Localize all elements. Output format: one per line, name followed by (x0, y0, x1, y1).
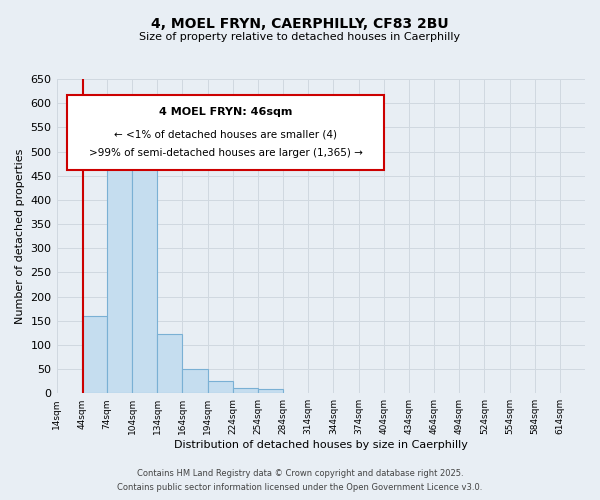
Text: Contains public sector information licensed under the Open Government Licence v3: Contains public sector information licen… (118, 484, 482, 492)
Bar (233, 388, 258, 394)
Text: 4, MOEL FRYN, CAERPHILLY, CF83 2BU: 4, MOEL FRYN, CAERPHILLY, CF83 2BU (151, 18, 449, 32)
Bar (208, 381, 233, 394)
Bar (182, 369, 208, 394)
X-axis label: Distribution of detached houses by size in Caerphilly: Distribution of detached houses by size … (174, 440, 468, 450)
FancyBboxPatch shape (67, 94, 384, 170)
Text: ← <1% of detached houses are smaller (4): ← <1% of detached houses are smaller (4) (114, 130, 337, 140)
Text: 4 MOEL FRYN: 46sqm: 4 MOEL FRYN: 46sqm (159, 108, 292, 118)
Bar (132, 146, 157, 394)
Bar (157, 334, 182, 394)
Bar (258, 390, 283, 394)
Text: Contains HM Land Registry data © Crown copyright and database right 2025.: Contains HM Land Registry data © Crown c… (137, 468, 463, 477)
Bar (82, 316, 107, 394)
Text: Size of property relative to detached houses in Caerphilly: Size of property relative to detached ho… (139, 32, 461, 42)
Text: >99% of semi-detached houses are larger (1,365) →: >99% of semi-detached houses are larger … (89, 148, 362, 158)
Y-axis label: Number of detached properties: Number of detached properties (15, 148, 25, 324)
Bar (107, 161, 132, 394)
